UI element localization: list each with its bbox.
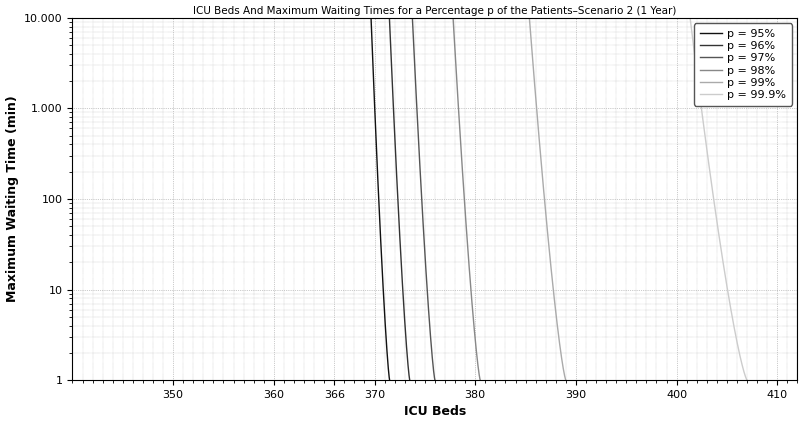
p = 99% <box>344 11 354 17</box>
p = 95% <box>307 11 317 17</box>
Legend: p = 95%, p = 96%, p = 97%, p = 98%, p = 99%, p = 99.9%: p = 95%, p = 96%, p = 97%, p = 98%, p = … <box>693 23 791 106</box>
p = 95% <box>337 11 346 17</box>
p = 95% <box>160 11 169 17</box>
p = 98% <box>354 11 364 17</box>
X-axis label: ICU Beds: ICU Beds <box>403 405 465 418</box>
p = 99% <box>110 11 119 17</box>
Line: p = 96%: p = 96% <box>72 14 409 380</box>
Line: p = 99%: p = 99% <box>72 14 565 380</box>
p = 96% <box>156 11 165 17</box>
Y-axis label: Maximum Waiting Time (min): Maximum Waiting Time (min) <box>6 95 18 302</box>
p = 95% <box>384 378 394 383</box>
p = 97% <box>273 11 283 17</box>
p = 98% <box>152 11 162 17</box>
p = 98% <box>67 11 77 17</box>
p = 97% <box>67 11 77 17</box>
p = 95% <box>226 11 236 17</box>
p = 99.9% <box>67 11 77 17</box>
p = 98% <box>418 11 427 17</box>
p = 99% <box>443 11 452 17</box>
p = 99.9% <box>741 378 751 383</box>
p = 97% <box>112 11 122 17</box>
p = 99% <box>283 11 293 17</box>
p = 96% <box>236 11 245 17</box>
Line: p = 97%: p = 97% <box>72 14 435 380</box>
Line: p = 99.9%: p = 99.9% <box>72 14 746 380</box>
p = 97% <box>430 377 439 382</box>
p = 95% <box>67 11 77 17</box>
p = 99% <box>187 11 196 17</box>
p = 99.9% <box>423 11 433 17</box>
p = 98% <box>475 377 484 382</box>
p = 95% <box>269 11 279 17</box>
Title: ICU Beds And Maximum Waiting Times for a Percentage p of the Patients–Scenario 2: ICU Beds And Maximum Waiting Times for a… <box>193 6 676 16</box>
p = 96% <box>110 11 119 17</box>
p = 96% <box>140 11 150 17</box>
p = 99.9% <box>592 11 602 17</box>
p = 99.9% <box>317 11 326 17</box>
Line: p = 98%: p = 98% <box>72 14 480 380</box>
p = 97% <box>187 11 196 17</box>
p = 99% <box>467 11 476 17</box>
p = 96% <box>302 11 312 17</box>
p = 96% <box>404 378 414 383</box>
p = 96% <box>403 357 412 363</box>
p = 97% <box>273 11 283 17</box>
p = 99.9% <box>142 11 152 17</box>
p = 97% <box>269 11 278 17</box>
p = 99% <box>67 11 77 17</box>
p = 97% <box>283 11 293 17</box>
p = 98% <box>104 11 114 17</box>
p = 98% <box>334 11 343 17</box>
p = 99.9% <box>442 11 452 17</box>
p = 98% <box>417 11 427 17</box>
p = 99.9% <box>494 11 504 17</box>
p = 99% <box>561 377 570 382</box>
p = 96% <box>67 11 77 17</box>
p = 95% <box>353 11 363 17</box>
Line: p = 95%: p = 95% <box>72 14 389 380</box>
